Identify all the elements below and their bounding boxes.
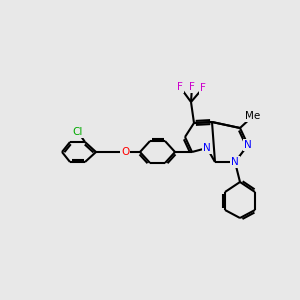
Text: Cl: Cl (73, 127, 83, 137)
Text: N: N (231, 157, 239, 167)
Text: O: O (121, 147, 129, 157)
Text: F: F (189, 82, 195, 92)
Text: F: F (177, 82, 183, 92)
Text: F: F (200, 83, 206, 93)
Text: N: N (244, 140, 252, 150)
Text: Me: Me (245, 111, 261, 121)
Text: N: N (203, 143, 211, 153)
